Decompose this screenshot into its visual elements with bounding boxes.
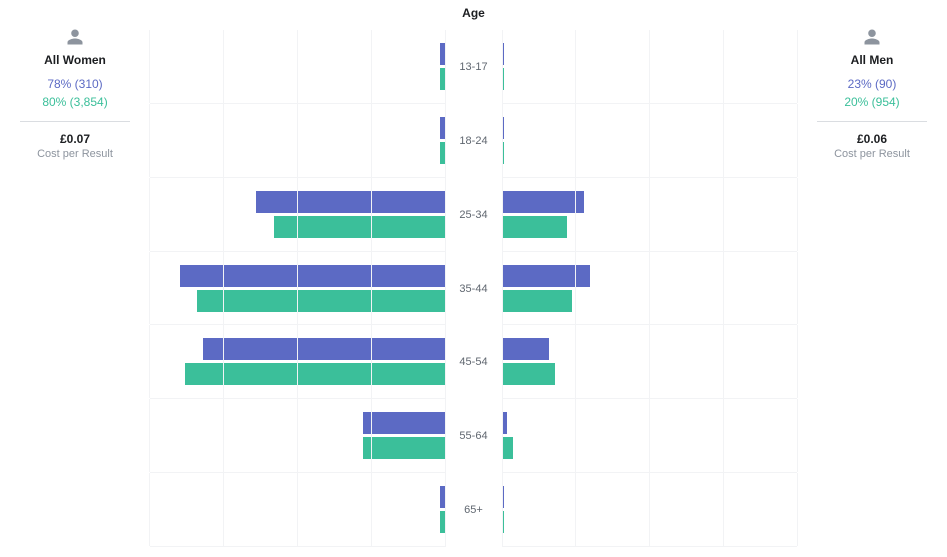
- right-bars: [502, 178, 798, 252]
- men-title: All Men: [797, 53, 947, 67]
- bar-women-secondary[interactable]: [274, 216, 445, 238]
- right-bars: [502, 252, 798, 326]
- right-bars: [502, 30, 798, 104]
- bar-men-primary[interactable]: [502, 265, 591, 287]
- bar-men-secondary[interactable]: [502, 437, 514, 459]
- right-bars: [502, 473, 798, 547]
- bar-women-secondary[interactable]: [440, 511, 446, 533]
- demographics-chart: All Women 78% (310) 80% (3,854) £0.07 Co…: [0, 0, 947, 557]
- age-row: 55-64: [150, 399, 797, 473]
- age-label: 35-44: [446, 252, 502, 326]
- bar-men-secondary[interactable]: [502, 290, 573, 312]
- women-cost-value: £0.07: [0, 132, 150, 146]
- bar-men-primary[interactable]: [502, 117, 505, 139]
- age-label: 13-17: [446, 30, 502, 104]
- left-bars: [150, 30, 446, 104]
- age-row: 25-34: [150, 178, 797, 252]
- left-bars: [150, 473, 446, 547]
- right-bars: [502, 399, 798, 473]
- women-stat-primary: 78% (310): [0, 77, 150, 91]
- age-row: 65+: [150, 473, 797, 547]
- person-icon: [797, 28, 947, 49]
- left-bars: [150, 252, 446, 326]
- bar-women-primary[interactable]: [180, 265, 446, 287]
- age-row: 35-44: [150, 252, 797, 326]
- age-label: 18-24: [446, 104, 502, 178]
- bar-women-primary[interactable]: [363, 412, 446, 434]
- age-label: 45-54: [446, 325, 502, 399]
- chart-area: Age 13-1718-2425-3435-4445-5455-6465+: [150, 0, 797, 557]
- age-row: 18-24: [150, 104, 797, 178]
- chart-rows: 13-1718-2425-3435-4445-5455-6465+: [150, 30, 797, 557]
- bar-women-primary[interactable]: [256, 191, 445, 213]
- bar-men-secondary[interactable]: [502, 68, 505, 90]
- bar-women-secondary[interactable]: [440, 142, 446, 164]
- bar-men-primary[interactable]: [502, 43, 505, 65]
- bar-women-primary[interactable]: [203, 338, 445, 360]
- divider: [817, 121, 927, 122]
- bar-men-primary[interactable]: [502, 412, 508, 434]
- right-bars: [502, 325, 798, 399]
- age-label: 25-34: [446, 178, 502, 252]
- bar-women-secondary[interactable]: [440, 68, 446, 90]
- men-stat-secondary: 20% (954): [797, 95, 947, 109]
- bar-women-primary[interactable]: [440, 486, 446, 508]
- men-stat-primary: 23% (90): [797, 77, 947, 91]
- age-row: 45-54: [150, 325, 797, 399]
- bar-women-secondary[interactable]: [197, 290, 445, 312]
- bar-women-primary[interactable]: [440, 43, 446, 65]
- left-bars: [150, 325, 446, 399]
- bar-women-secondary[interactable]: [185, 363, 445, 385]
- left-bars: [150, 104, 446, 178]
- bar-men-secondary[interactable]: [502, 363, 555, 385]
- women-panel: All Women 78% (310) 80% (3,854) £0.07 Co…: [0, 0, 150, 557]
- men-cost-label: Cost per Result: [797, 148, 947, 160]
- bar-women-secondary[interactable]: [363, 437, 446, 459]
- bar-men-primary[interactable]: [502, 191, 585, 213]
- age-label: 65+: [446, 473, 502, 547]
- age-label: 55-64: [446, 399, 502, 473]
- bar-men-primary[interactable]: [502, 486, 505, 508]
- bar-men-primary[interactable]: [502, 338, 549, 360]
- bar-women-primary[interactable]: [440, 117, 446, 139]
- men-panel: All Men 23% (90) 20% (954) £0.06 Cost pe…: [797, 0, 947, 557]
- bar-men-secondary[interactable]: [502, 142, 505, 164]
- divider: [20, 121, 130, 122]
- women-stat-secondary: 80% (3,854): [0, 95, 150, 109]
- age-row: 13-17: [150, 30, 797, 104]
- bar-men-secondary[interactable]: [502, 216, 567, 238]
- women-cost-label: Cost per Result: [0, 148, 150, 160]
- left-bars: [150, 399, 446, 473]
- men-cost-value: £0.06: [797, 132, 947, 146]
- right-bars: [502, 104, 798, 178]
- person-icon: [0, 28, 150, 49]
- left-bars: [150, 178, 446, 252]
- women-title: All Women: [0, 53, 150, 67]
- bar-men-secondary[interactable]: [502, 511, 505, 533]
- chart-title: Age: [150, 6, 797, 20]
